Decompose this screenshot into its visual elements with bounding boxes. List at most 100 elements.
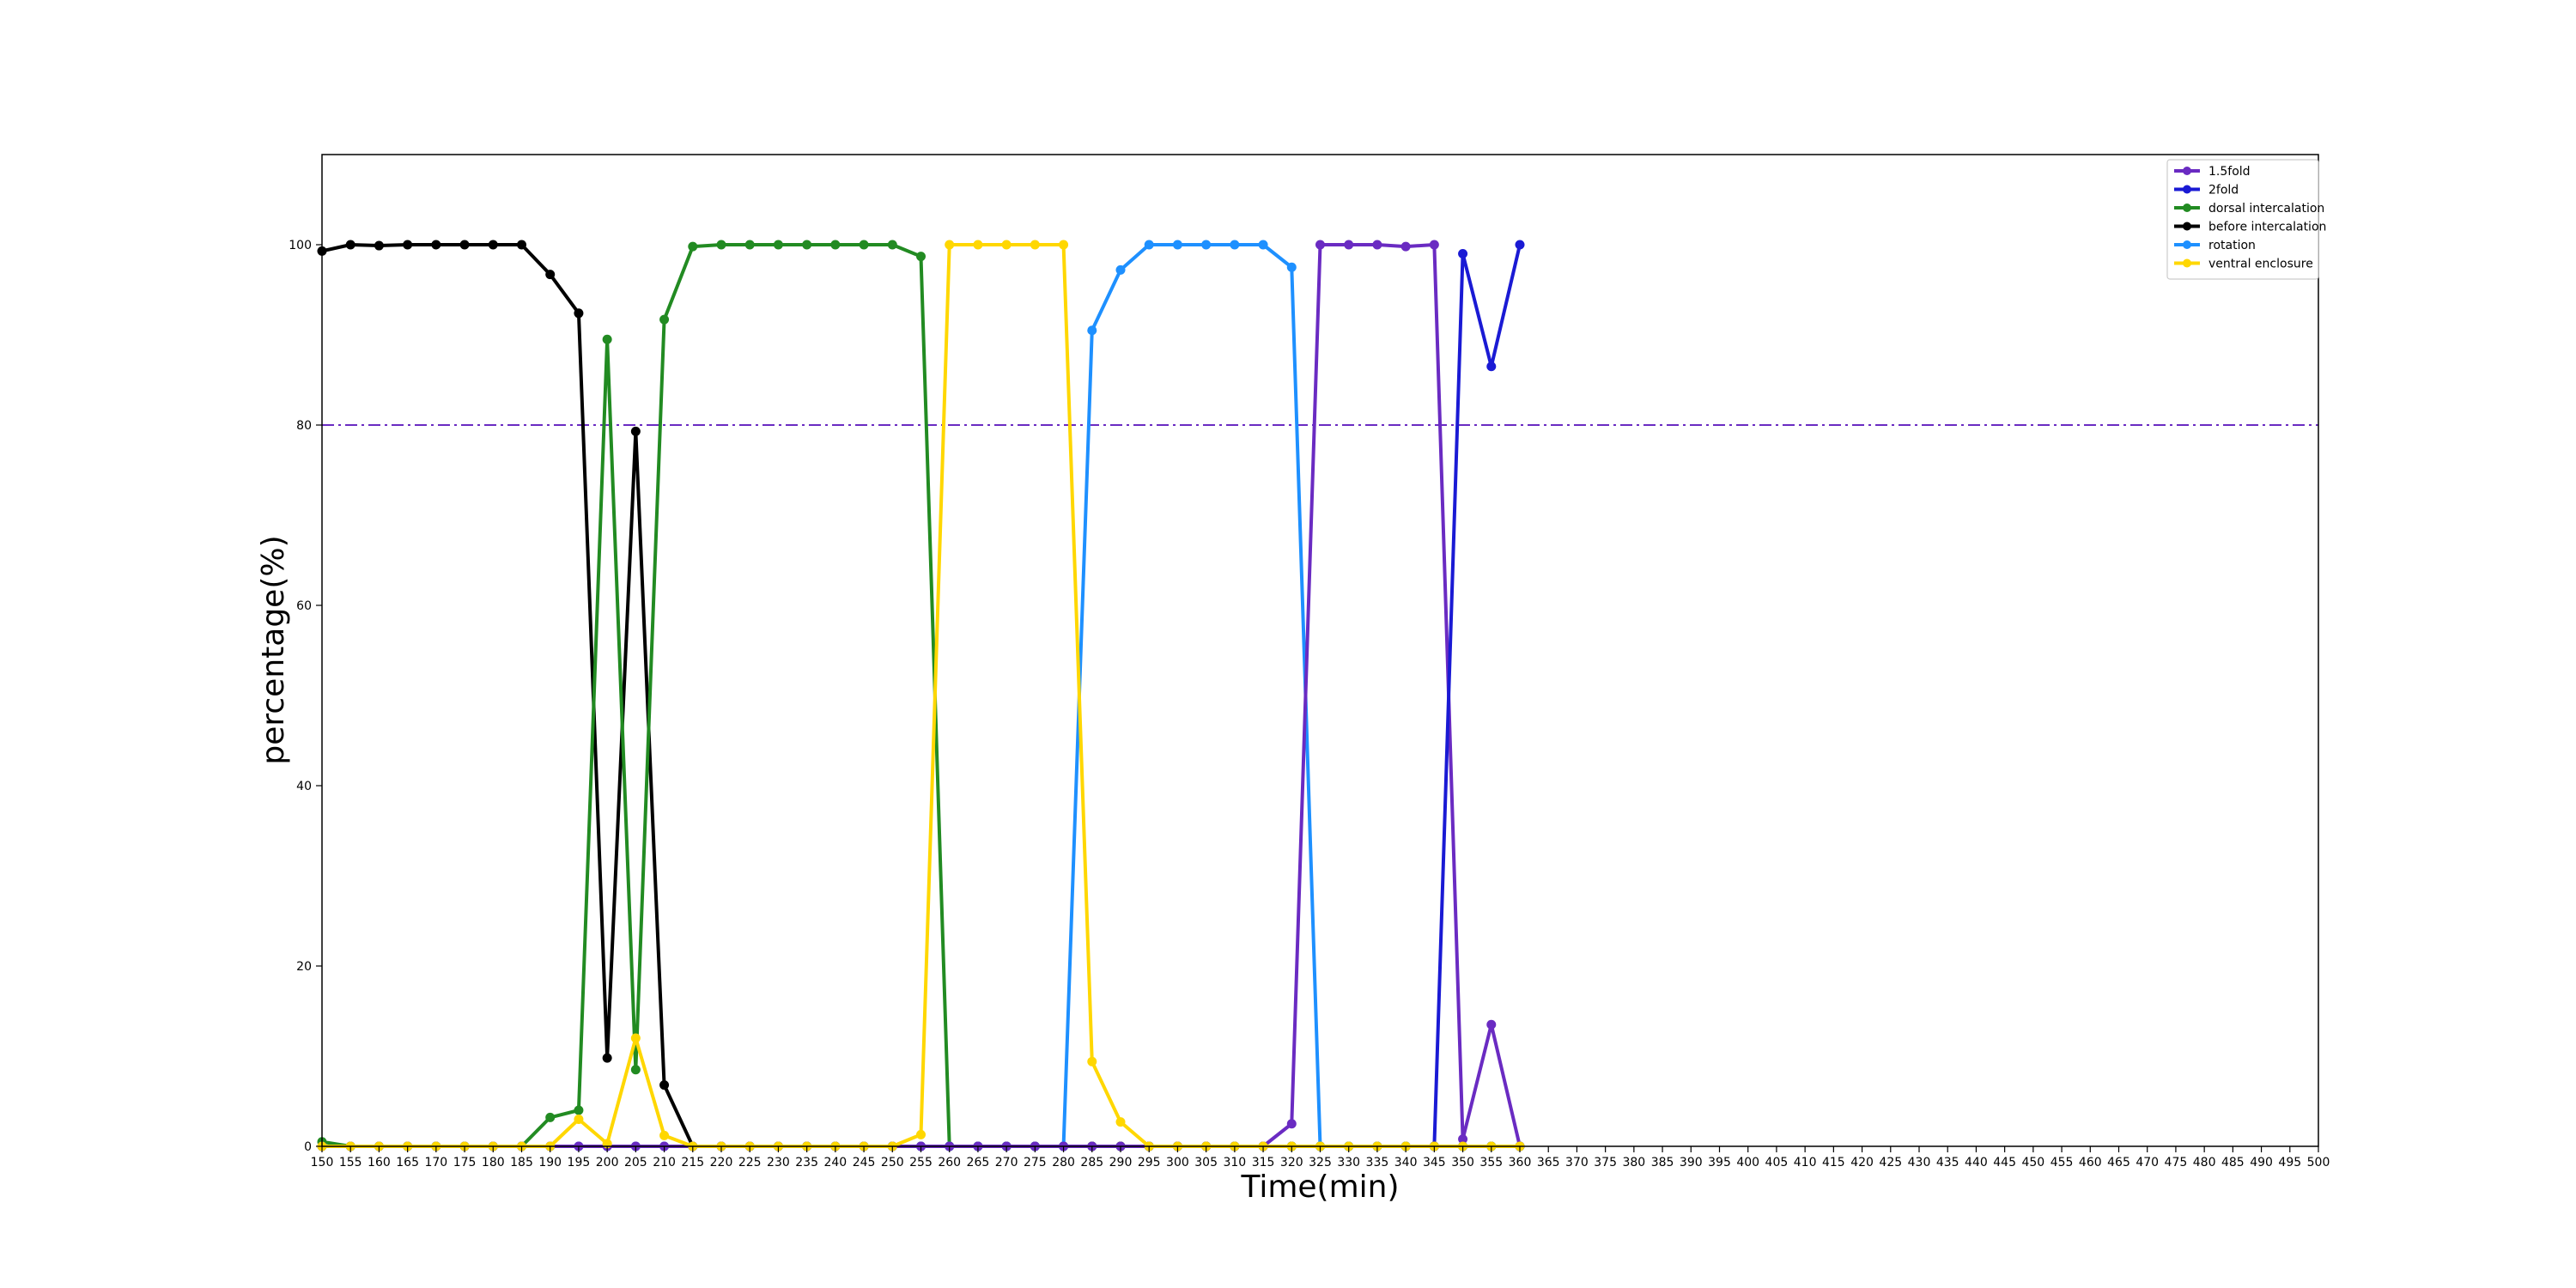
x-tick-label: 430 <box>1908 1156 1931 1170</box>
data-point-rotation <box>1201 240 1212 250</box>
data-point-dorsal-intercalation <box>545 1112 556 1122</box>
data-point-before-intercalation <box>431 240 441 250</box>
data-point-rotation <box>1144 240 1154 250</box>
x-tick-label: 160 <box>368 1156 391 1170</box>
data-point-1-5fold <box>1372 240 1382 250</box>
x-tick-label: 400 <box>1736 1156 1759 1170</box>
data-point-before-intercalation <box>517 240 526 250</box>
x-tick-label: 360 <box>1509 1156 1532 1170</box>
x-tick-label: 240 <box>823 1156 847 1170</box>
data-point-dorsal-intercalation <box>688 241 698 252</box>
data-point-ventral-enclosure <box>574 1115 584 1124</box>
data-point-ventral-enclosure <box>916 1129 926 1139</box>
data-point-ventral-enclosure <box>1087 1056 1097 1066</box>
legend-swatch-marker <box>2183 185 2191 194</box>
legend-swatch-marker <box>2183 167 2191 175</box>
data-point-ventral-enclosure <box>659 1130 670 1140</box>
x-tick-label: 320 <box>1280 1156 1303 1170</box>
y-tick-label: 100 <box>289 239 312 252</box>
x-tick-label: 165 <box>396 1156 419 1170</box>
plot-background <box>322 155 2318 1146</box>
x-tick-label: 250 <box>881 1156 904 1170</box>
x-tick-label: 195 <box>568 1156 591 1170</box>
data-point-ventral-enclosure <box>1030 240 1040 250</box>
x-tick-label: 440 <box>1965 1156 1988 1170</box>
x-tick-label: 480 <box>2193 1156 2216 1170</box>
x-tick-label: 325 <box>1309 1156 1332 1170</box>
legend-item-1-5fold: 1.5fold <box>2174 165 2251 179</box>
data-point-2fold <box>1515 240 1525 250</box>
data-point-dorsal-intercalation <box>773 240 783 250</box>
data-point-dorsal-intercalation <box>659 314 670 325</box>
x-tick-label: 290 <box>1109 1156 1133 1170</box>
y-axis-ticks: 0 20 40 60 80 100 <box>289 239 322 1154</box>
data-point-rotation <box>1172 240 1182 250</box>
data-point-1-5fold <box>1458 1134 1468 1145</box>
data-point-dorsal-intercalation <box>744 240 755 250</box>
legend-item-rotation: rotation <box>2174 239 2256 252</box>
y-tick-label: 60 <box>296 599 312 613</box>
x-tick-label: 285 <box>1080 1156 1103 1170</box>
legend-label: ventral enclosure <box>2208 258 2313 271</box>
x-tick-label: 180 <box>482 1156 505 1170</box>
data-point-ventral-enclosure <box>1115 1117 1126 1127</box>
data-point-rotation <box>1115 264 1126 275</box>
data-point-ventral-enclosure <box>1059 240 1069 250</box>
x-tick-label: 350 <box>1451 1156 1474 1170</box>
x-tick-label: 215 <box>681 1156 704 1170</box>
x-tick-label: 395 <box>1708 1156 1731 1170</box>
data-point-dorsal-intercalation <box>859 240 869 250</box>
x-tick-label: 470 <box>2136 1156 2159 1170</box>
data-point-before-intercalation <box>403 240 413 250</box>
data-point-ventral-enclosure <box>945 240 955 250</box>
legend-item-dorsal-intercalation: dorsal intercalation <box>2174 202 2324 216</box>
series-line-2fold <box>1432 243 1522 1148</box>
x-tick-label: 335 <box>1366 1156 1389 1170</box>
legend-box <box>2166 159 2319 280</box>
x-tick-label: 330 <box>1337 1156 1360 1170</box>
data-point-before-intercalation <box>630 426 641 436</box>
legend-item-ventral-enclosure: ventral enclosure <box>2174 258 2313 271</box>
x-tick-label: 225 <box>738 1156 762 1170</box>
x-tick-label: 355 <box>1479 1156 1503 1170</box>
x-tick-label: 260 <box>938 1156 961 1170</box>
x-tick-label: 255 <box>909 1156 933 1170</box>
x-tick-label: 270 <box>995 1156 1018 1170</box>
data-point-ventral-enclosure <box>973 240 983 250</box>
data-point-dorsal-intercalation <box>630 1065 641 1075</box>
x-tick-label: 420 <box>1850 1156 1874 1170</box>
x-tick-label: 340 <box>1394 1156 1418 1170</box>
x-tick-label: 300 <box>1166 1156 1189 1170</box>
x-tick-label: 150 <box>311 1156 334 1170</box>
x-tick-label: 500 <box>2307 1156 2330 1170</box>
x-tick-label: 200 <box>596 1156 619 1170</box>
x-tick-label: 415 <box>1822 1156 1845 1170</box>
y-tick-label: 40 <box>296 780 312 793</box>
x-tick-label: 490 <box>2250 1156 2273 1170</box>
y-tick-label: 80 <box>296 419 312 433</box>
data-point-before-intercalation <box>374 240 384 251</box>
data-point-dorsal-intercalation <box>716 240 726 250</box>
legend-swatch-marker <box>2183 222 2191 231</box>
legend-label: 1.5fold <box>2208 165 2251 179</box>
y-tick-label: 0 <box>304 1140 312 1154</box>
x-tick-label: 235 <box>795 1156 818 1170</box>
data-point-1-5fold <box>1315 240 1325 250</box>
data-point-dorsal-intercalation <box>916 252 926 262</box>
data-point-before-intercalation <box>545 270 556 280</box>
data-point-before-intercalation <box>659 1080 670 1091</box>
data-point-2fold <box>1486 361 1497 372</box>
legend-item-2fold: 2fold <box>2174 184 2239 197</box>
x-tick-label: 220 <box>710 1156 733 1170</box>
x-tick-label: 230 <box>767 1156 790 1170</box>
legend-item-before-intercalation: before intercalation <box>2174 221 2326 234</box>
x-tick-label: 175 <box>453 1156 477 1170</box>
data-point-dorsal-intercalation <box>830 240 841 250</box>
x-tick-label: 475 <box>2165 1156 2188 1170</box>
x-tick-label: 455 <box>2050 1156 2074 1170</box>
data-point-1-5fold <box>1344 240 1354 250</box>
x-tick-label: 495 <box>2278 1156 2301 1170</box>
data-point-ventral-enclosure <box>630 1033 641 1043</box>
x-axis-ticks: 150 155 160 165 170 175 180 185 190 195 200 205 210 2… <box>311 1146 2330 1170</box>
x-tick-label: 210 <box>653 1156 676 1170</box>
